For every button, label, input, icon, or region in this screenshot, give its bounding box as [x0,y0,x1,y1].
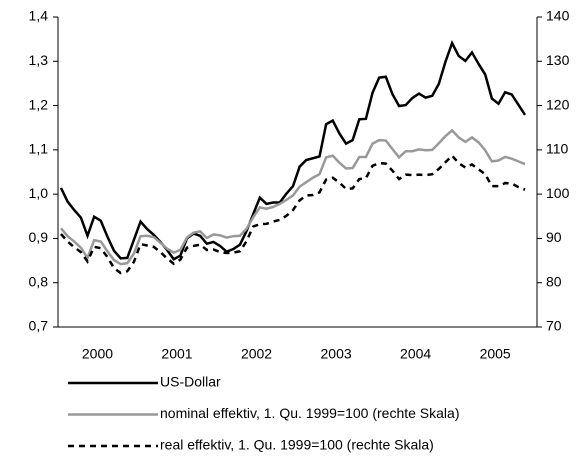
y-tick-label: 1,0 [29,185,49,201]
y2-tick-label: 70 [546,318,562,334]
legend-label: US-Dollar [160,374,221,390]
series-line [60,128,526,266]
y2-tick-label: 130 [546,52,570,68]
x-tick-label: 2003 [321,346,352,362]
y-tick-label: 1,3 [29,52,49,68]
x-tick-label: 2001 [161,346,192,362]
y2-tick-label: 100 [546,185,570,201]
y-tick-label: 1,4 [29,8,49,24]
y2-tick-label: 110 [546,141,569,157]
series-line [59,39,527,261]
y-tick-label: 0,8 [29,273,49,289]
y-tick-label: 0,9 [29,229,49,245]
y-tick-label: 1,2 [29,96,49,112]
legend-label: real effektiv, 1. Qu. 1999=100 (rechte S… [160,437,434,453]
legend-label: nominal effektiv, 1. Qu. 1999=100 (recht… [160,405,460,421]
y2-tick-label: 80 [546,273,562,289]
x-tick-label: 2002 [241,346,272,362]
x-tick-label: 2005 [480,346,511,362]
series-line [60,153,526,275]
y2-tick-label: 90 [546,229,562,245]
y-tick-label: 0,7 [29,318,49,334]
x-tick-label: 2004 [400,346,431,362]
y-tick-label: 1,1 [29,141,49,157]
y2-tick-label: 140 [546,8,570,24]
x-tick-label: 2000 [82,346,113,362]
y2-tick-label: 120 [546,96,570,112]
